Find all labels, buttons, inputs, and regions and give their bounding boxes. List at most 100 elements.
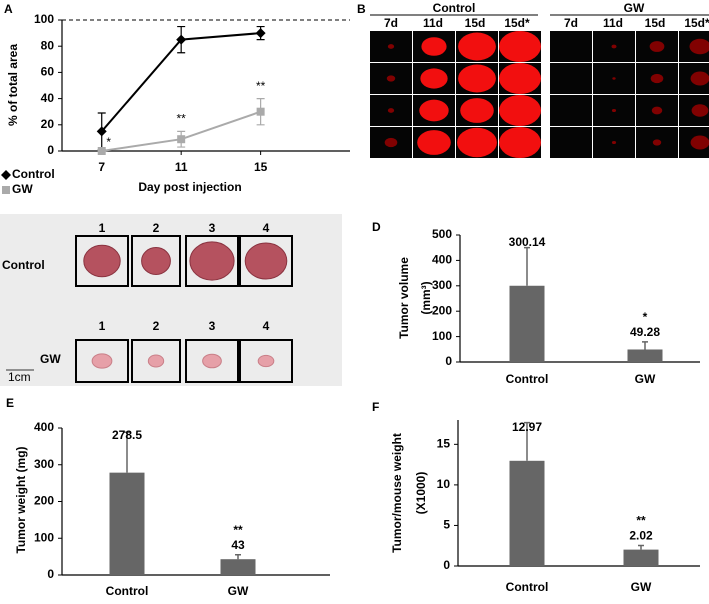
y-axis-label: (mm³) [419,281,433,314]
bar [623,549,659,566]
bar [627,349,663,362]
y-tick-label: 0 [445,354,452,368]
error-bar [524,421,530,461]
error-bar [124,431,130,473]
sample-box [239,235,293,287]
y-tick-label: 40 [41,91,55,105]
y-tick-label: 300 [34,457,54,471]
y-axis-label: % of total area [6,44,20,126]
data-label: 43 [231,538,245,552]
column-label: 15d* [684,16,709,30]
y-axis-label: Tumor volume [397,257,411,339]
image-tile [550,31,592,62]
significance: ** [636,514,646,528]
y-tick-label: 400 [432,253,452,267]
fluorescence [611,140,617,145]
sample-number: 3 [209,319,216,333]
column-label: 15d [465,16,486,30]
fluorescence [458,64,496,93]
y-tick-label: 0 [443,558,450,572]
significance: ** [177,112,187,126]
y-tick-label: 300 [432,278,452,292]
fluorescence [690,135,709,150]
sample-number: 2 [153,319,160,333]
x-tick-label: Control [106,584,149,598]
sample-number: 1 [99,221,106,235]
y-tick-label: 200 [432,303,452,317]
column-label: 15d* [504,16,530,30]
point [256,107,265,116]
image-group-title: GW [624,1,645,15]
x-tick-label: Control [506,580,549,594]
legend-symbol [1,170,11,180]
image-tile [550,63,592,94]
legend-label: GW [12,182,33,196]
x-tick-label: 15 [254,160,268,174]
tumor [141,247,171,275]
fluorescence [499,31,541,62]
fluorescence [387,44,395,49]
fluorescence [421,37,447,56]
point [255,28,266,39]
error-bar [235,554,241,560]
image-tile [550,127,592,158]
y-tick-label: 100 [34,530,54,544]
column-label: 11d [423,16,443,30]
column-label: 11d [603,16,623,30]
y-tick-label: 10 [437,477,451,491]
y-tick-label: 500 [432,227,452,241]
fluorescence [387,108,395,113]
column-label: 15d [645,16,666,30]
fluorescence [458,32,496,61]
significance: ** [256,79,266,93]
photo-group-label: GW [40,352,61,366]
fluorescence [650,73,664,84]
x-axis-label: Day post injection [138,180,241,194]
sample-box [131,339,181,383]
y-tick-label: 0 [47,567,54,581]
sample-box [185,235,239,287]
x-tick-label: Control [506,372,549,386]
tumor [147,354,165,368]
data-label: 300.14 [509,235,546,249]
panel-label: B [357,2,366,16]
error-bar [638,544,644,550]
tumor [83,244,121,278]
x-tick-label: 7 [98,160,105,174]
y-tick-label: 15 [437,437,451,451]
sample-number: 3 [209,221,216,235]
y-axis-label: Tumor weight (mg) [14,446,28,553]
legend-symbol [2,186,10,194]
tumor [189,241,235,281]
point [176,34,187,45]
bar [109,472,145,575]
bar [509,460,545,566]
column-label: 7d [384,16,398,30]
fluorescence [690,71,709,86]
panel-label: A [4,2,13,16]
significance: * [643,310,648,324]
y-tick-label: 400 [34,420,54,434]
fluorescence [460,98,494,123]
fluorescence [499,127,541,158]
fluorescence [499,63,541,94]
y-tick-label: 5 [443,518,450,532]
y-tick-label: 60 [41,65,55,79]
fluorescence [417,130,451,155]
point [177,135,186,144]
sample-number: 1 [99,319,106,333]
point [96,126,107,137]
photo-group-label: Control [2,258,45,272]
bar [220,559,256,575]
point [97,147,106,155]
fluorescence [691,104,709,117]
sample-box [131,235,181,287]
fluorescence [649,41,665,52]
significance: ** [233,523,243,537]
error-bar [524,246,530,286]
tumor [257,354,275,368]
y-tick-label: 200 [34,494,54,508]
fluorescence [612,77,616,80]
photo-background [0,214,342,386]
data-label: 12.97 [512,420,542,434]
